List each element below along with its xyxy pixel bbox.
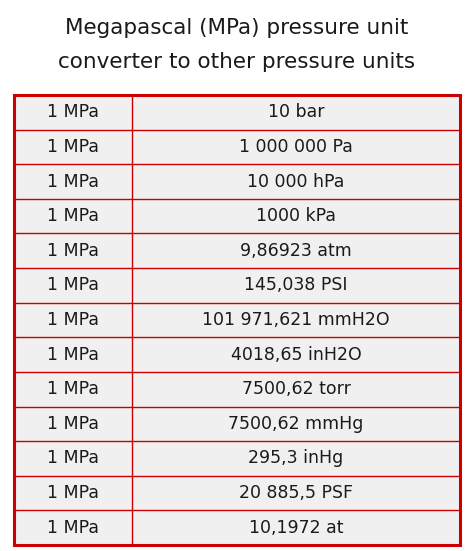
Text: 295,3 inHg: 295,3 inHg bbox=[248, 450, 344, 467]
Text: 1 MPa: 1 MPa bbox=[47, 207, 99, 225]
Text: 10,1972 at: 10,1972 at bbox=[249, 518, 343, 537]
Bar bbox=[14, 95, 132, 129]
Bar bbox=[132, 199, 460, 234]
Bar bbox=[14, 441, 132, 476]
Text: 1 MPa: 1 MPa bbox=[47, 242, 99, 260]
Bar bbox=[132, 441, 460, 476]
Bar bbox=[14, 95, 460, 545]
Text: 9,86923 atm: 9,86923 atm bbox=[240, 242, 352, 260]
Text: 10 000 hPa: 10 000 hPa bbox=[247, 172, 345, 191]
Text: converter to other pressure units: converter to other pressure units bbox=[58, 52, 416, 72]
Text: 1 MPa: 1 MPa bbox=[47, 415, 99, 433]
Text: Megapascal (MPa) pressure unit: Megapascal (MPa) pressure unit bbox=[65, 18, 409, 38]
Text: 20 885,5 PSF: 20 885,5 PSF bbox=[239, 484, 353, 502]
Text: 1 MPa: 1 MPa bbox=[47, 311, 99, 329]
Bar bbox=[14, 407, 132, 441]
Bar bbox=[14, 199, 132, 234]
Bar bbox=[14, 129, 132, 164]
Text: 1 MPa: 1 MPa bbox=[47, 103, 99, 121]
Bar bbox=[132, 234, 460, 268]
Bar bbox=[14, 234, 132, 268]
Text: 1 MPa: 1 MPa bbox=[47, 138, 99, 156]
Bar bbox=[14, 510, 132, 545]
Bar bbox=[14, 268, 132, 302]
Text: 7500,62 mmHg: 7500,62 mmHg bbox=[228, 415, 364, 433]
Text: 1000 kPa: 1000 kPa bbox=[256, 207, 336, 225]
Bar bbox=[14, 372, 132, 407]
Bar bbox=[132, 268, 460, 302]
Bar bbox=[132, 476, 460, 510]
Bar bbox=[132, 510, 460, 545]
Bar bbox=[132, 337, 460, 372]
Bar bbox=[14, 476, 132, 510]
Text: 1 MPa: 1 MPa bbox=[47, 172, 99, 191]
Bar bbox=[132, 407, 460, 441]
Bar bbox=[14, 302, 132, 337]
Text: 1 000 000 Pa: 1 000 000 Pa bbox=[239, 138, 353, 156]
Text: 1 MPa: 1 MPa bbox=[47, 518, 99, 537]
Text: 101 971,621 mmH2O: 101 971,621 mmH2O bbox=[202, 311, 390, 329]
Bar bbox=[132, 164, 460, 199]
Bar bbox=[132, 129, 460, 164]
Text: 1 MPa: 1 MPa bbox=[47, 380, 99, 398]
Bar bbox=[14, 337, 132, 372]
Bar bbox=[132, 302, 460, 337]
Text: 1 MPa: 1 MPa bbox=[47, 277, 99, 294]
Text: 4018,65 inH2O: 4018,65 inH2O bbox=[231, 345, 362, 364]
Bar bbox=[132, 372, 460, 407]
Text: 1 MPa: 1 MPa bbox=[47, 345, 99, 364]
Bar bbox=[132, 95, 460, 129]
Text: 1 MPa: 1 MPa bbox=[47, 484, 99, 502]
Bar bbox=[14, 164, 132, 199]
Text: 145,038 PSI: 145,038 PSI bbox=[244, 277, 348, 294]
Text: 1 MPa: 1 MPa bbox=[47, 450, 99, 467]
Text: 7500,62 torr: 7500,62 torr bbox=[242, 380, 351, 398]
Text: 10 bar: 10 bar bbox=[268, 103, 324, 121]
